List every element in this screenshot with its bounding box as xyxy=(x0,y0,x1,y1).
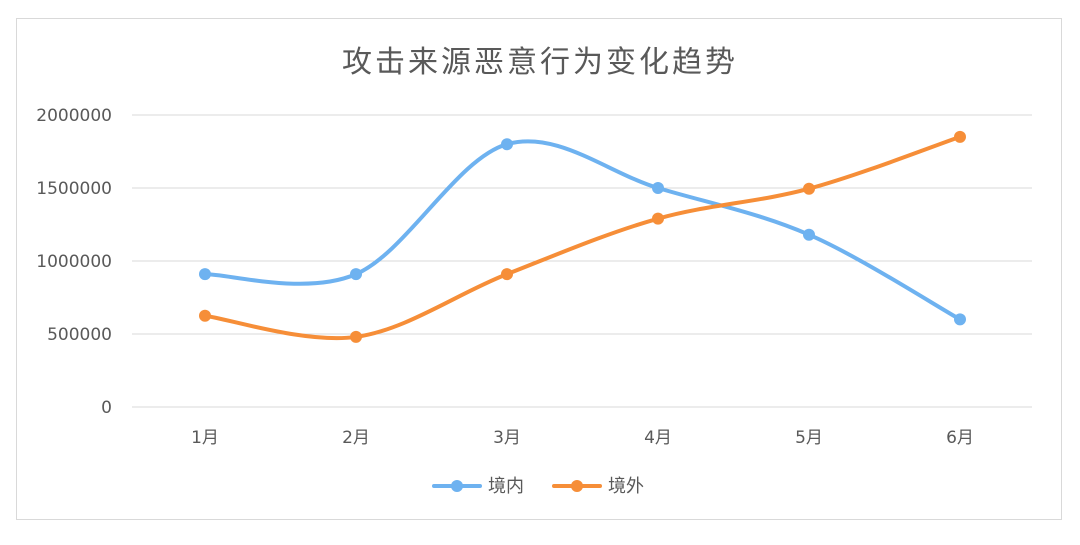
chart-frame xyxy=(16,18,1062,520)
data-point-series-2 xyxy=(954,130,966,143)
x-axis-ticks: 1月 2月 3月 4月 5月 6月 xyxy=(191,428,974,448)
x-tick-label: 3月 xyxy=(493,428,521,448)
y-tick-label: 500000 xyxy=(47,325,112,345)
data-point-series-1 xyxy=(803,228,815,241)
x-tick-label: 6月 xyxy=(946,428,974,448)
legend-marker-1 xyxy=(451,480,463,492)
data-point-series-1 xyxy=(350,268,362,281)
legend-marker-2 xyxy=(571,480,583,492)
x-tick-label: 5月 xyxy=(795,428,823,448)
data-point-series-1 xyxy=(652,182,664,194)
legend-label-2: 境外 xyxy=(608,476,644,497)
data-point-series-2 xyxy=(652,212,664,225)
data-point-series-2 xyxy=(350,330,362,343)
legend-label-1: 境内 xyxy=(488,476,524,497)
y-tick-label: 2000000 xyxy=(36,106,112,126)
chart-title: 攻击来源恶意行为变化趋势 xyxy=(342,45,738,80)
data-point-series-1 xyxy=(501,138,513,151)
x-tick-label: 4月 xyxy=(644,428,672,448)
series-lines xyxy=(199,130,966,343)
legend: 境内 境外 xyxy=(432,476,644,497)
x-tick-label: 1月 xyxy=(191,428,219,448)
data-point-series-2 xyxy=(199,309,211,322)
data-point-series-1 xyxy=(954,313,966,326)
y-axis-ticks: 0 500000 1000000 1500000 2000000 xyxy=(36,106,112,418)
y-tick-label: 1000000 xyxy=(36,252,112,272)
y-tick-label: 1500000 xyxy=(36,179,112,199)
data-point-series-2 xyxy=(501,268,513,281)
x-tick-label: 2月 xyxy=(342,428,370,448)
y-tick-label: 0 xyxy=(101,398,112,418)
series-line-2 xyxy=(203,134,962,341)
data-point-series-1 xyxy=(199,268,211,281)
data-point-series-2 xyxy=(803,182,815,195)
series-line-1 xyxy=(203,139,962,322)
